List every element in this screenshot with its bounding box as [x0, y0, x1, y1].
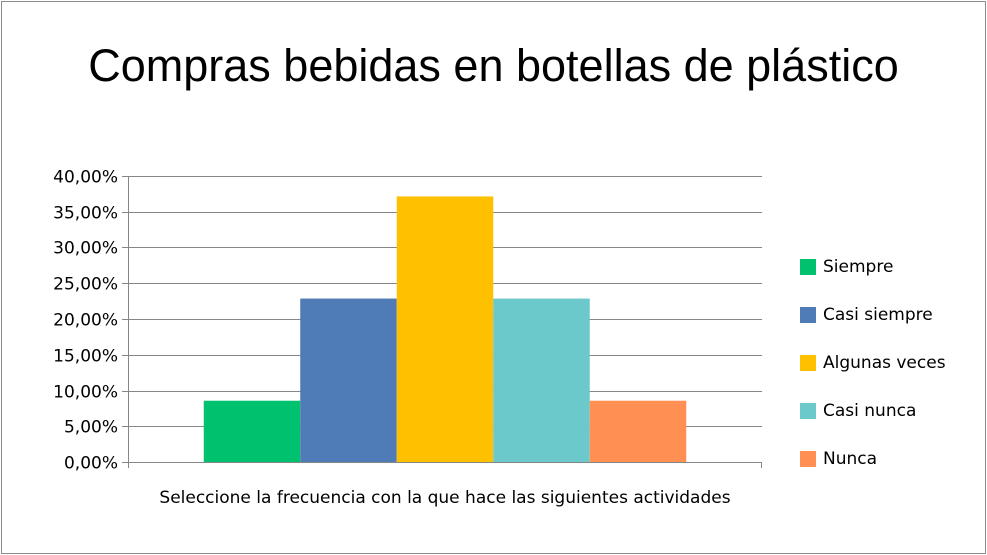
legend-swatch-nunca: [800, 451, 816, 467]
legend-label-siempre: Siempre: [823, 257, 894, 277]
legend-label-casi-nunca: Casi nunca: [823, 401, 917, 421]
legend: Siempre Casi siempre Algunas veces Casi …: [800, 243, 946, 483]
y-tick-label: 40,00%: [53, 168, 118, 188]
y-tick-label: 0,00%: [64, 454, 118, 474]
chart-title: Compras bebidas en botellas de plástico: [88, 40, 899, 91]
legend-item-siempre: Siempre: [800, 243, 946, 291]
bar-casi-siempre: [300, 298, 397, 462]
legend-label-nunca: Nunca: [823, 449, 878, 469]
y-tick-label: 35,00%: [53, 204, 118, 224]
bar-nunca: [589, 400, 687, 462]
y-tick-label: 10,00%: [53, 383, 118, 403]
legend-swatch-casi-nunca: [800, 403, 816, 419]
y-tick-label: 20,00%: [53, 311, 118, 331]
legend-item-nunca: Nunca: [800, 435, 946, 483]
y-tick-label: 15,00%: [53, 347, 118, 367]
legend-swatch-casi-siempre: [800, 307, 816, 323]
legend-label-algunas-veces: Algunas veces: [823, 353, 946, 373]
legend-item-casi-siempre: Casi siempre: [800, 291, 946, 339]
legend-item-casi-nunca: Casi nunca: [800, 387, 946, 435]
legend-swatch-algunas-veces: [800, 355, 816, 371]
bar-algunas-veces: [396, 196, 494, 462]
bar-siempre: [203, 400, 301, 462]
y-tick-label: 5,00%: [64, 418, 118, 438]
legend-swatch-siempre: [800, 259, 816, 275]
legend-item-algunas-veces: Algunas veces: [800, 339, 946, 387]
legend-label-casi-siempre: Casi siempre: [823, 305, 933, 325]
y-tick-label: 25,00%: [53, 275, 118, 295]
y-tick-label: 30,00%: [53, 239, 118, 259]
bar-casi-nunca: [493, 298, 590, 462]
x-category-label: Seleccione la frecuencia con la que hace…: [159, 488, 731, 508]
